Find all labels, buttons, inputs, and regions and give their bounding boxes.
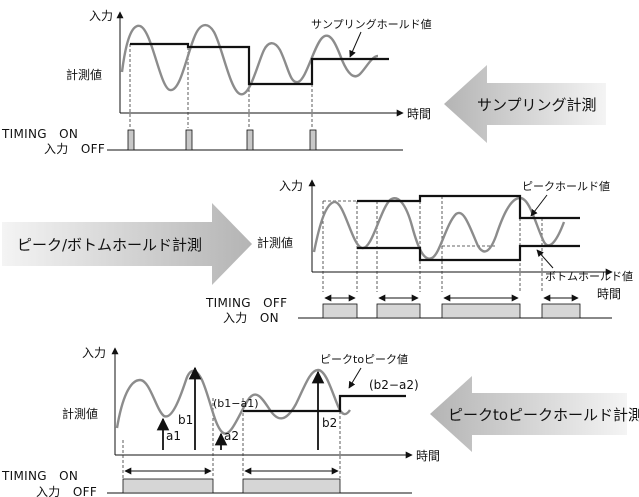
sampling-timing-pulses <box>127 129 317 151</box>
sampling-hold-leader <box>349 31 362 58</box>
peak-to-peak-x-axis-label: 時間 <box>416 449 440 463</box>
sampling-timing-label: TIMING ON <box>1 127 78 141</box>
peak-bottom-x-axis-label: 時間 <box>597 287 621 301</box>
sampling-y-axis-label: 入力 <box>89 9 113 23</box>
peak-bottom-guides <box>322 196 543 292</box>
peak-bottom-timing-label: TIMING OFF <box>205 296 287 310</box>
sampling-measured-label: 計測値 <box>66 67 102 82</box>
left-arrow-icon <box>444 65 606 143</box>
sampling-hold-line <box>130 42 389 86</box>
peak-to-peak-panel: 入力 計測値 時間 a1 b1 a2 b2 (b1−a1) (b2−a2) ピー… <box>1 346 639 497</box>
sampling-sample-guides <box>129 44 313 128</box>
peak-to-peak-guides <box>122 396 341 478</box>
b2-label: b2 <box>322 416 337 430</box>
peak-to-peak-measured-wave <box>115 368 351 435</box>
left-arrow-icon <box>430 376 627 452</box>
peak-to-peak-measured-label: 計測値 <box>62 406 98 421</box>
right-arrow-icon <box>2 203 252 285</box>
peak-hold-label: ピークホールド値 <box>522 180 610 193</box>
b1-label: b1 <box>178 413 193 427</box>
peak-to-peak-value-label: ピークtoピーク値 <box>320 353 408 366</box>
peak-bottom-gate-blocks <box>322 303 581 319</box>
peak-to-peak-input-label: 入力 OFF <box>36 485 97 497</box>
sampling-mode-title: サンプリング計測 <box>477 96 597 114</box>
sampling-hold-label: サンプリングホールド値 <box>311 17 432 31</box>
formula-b2-a2: (b2−a2) <box>369 378 419 392</box>
a1-label: a1 <box>166 429 181 443</box>
peak-hold-line <box>357 194 580 220</box>
peak-bottom-y-axis-label: 入力 <box>279 179 303 193</box>
sampling-x-axis-label: 時間 <box>407 107 431 121</box>
peak-bottom-input-label: 入力 ON <box>223 311 279 325</box>
peak-to-peak-gate-blocks <box>122 478 341 494</box>
peak-bottom-measured-label: 計測値 <box>257 235 293 250</box>
bottom-hold-label: ボトムホールド値 <box>545 270 633 283</box>
sampling-panel: 入力 計測値 時間 サンプリングホールド値 TIMING ON 入力 OFF サ… <box>1 9 606 156</box>
peak-to-peak-mode-title: ピークtoピークホールド計測 <box>448 406 639 424</box>
peak-to-peak-timing-label: TIMING ON <box>1 469 78 483</box>
bottom-hold-leader <box>536 249 554 269</box>
bottom-hold-line <box>357 244 580 262</box>
peak-bottom-panel: ピーク/ボトムホールド計測 入力 計測値 時間 ピークホールド値 ボトムホールド… <box>2 179 633 325</box>
formula-b1-a1: (b1−a1) <box>213 397 259 410</box>
peak-bottom-mode-title: ピーク/ボトムホールド計測 <box>17 236 202 254</box>
sampling-input-label: 入力 OFF <box>44 142 105 156</box>
peak-hold-leader <box>530 194 548 217</box>
a2-label: a2 <box>224 429 239 443</box>
peak-to-peak-y-axis-label: 入力 <box>82 346 106 360</box>
peak-to-peak-value-leader <box>348 367 362 389</box>
peak-bottom-measured-wave <box>312 196 566 260</box>
peak-to-peak-hold-line <box>243 394 406 413</box>
